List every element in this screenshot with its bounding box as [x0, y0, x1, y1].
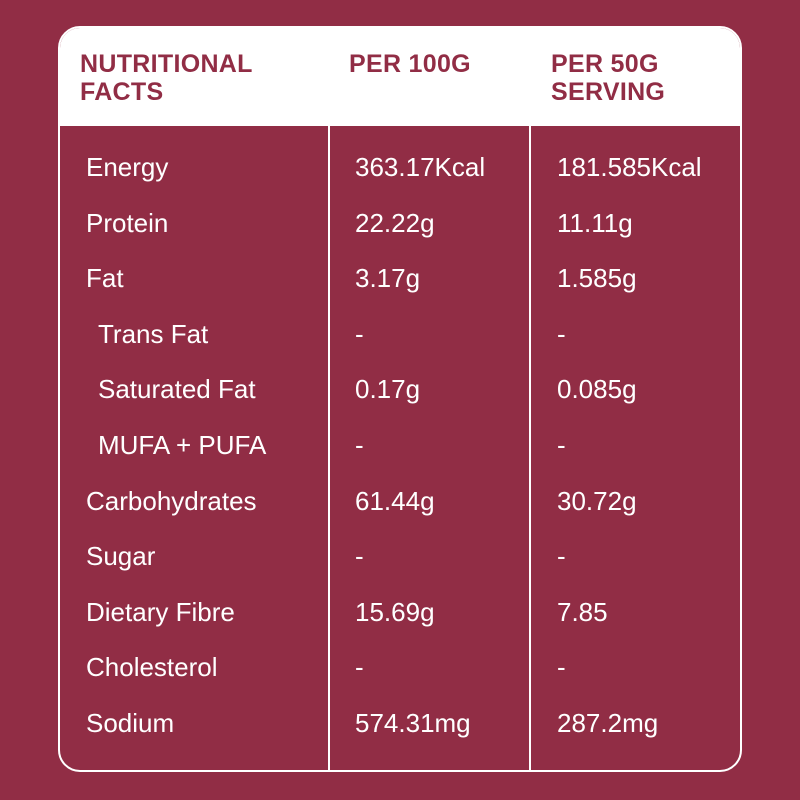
nutrient-value: 363.17Kcal — [355, 152, 486, 182]
nutrient-value: - — [355, 652, 364, 683]
nutrient-value: - — [355, 541, 364, 572]
nutrient-value: 1.585g — [557, 263, 637, 294]
column-divider — [529, 28, 531, 770]
header-cell: PER 50G SERVING — [551, 50, 665, 106]
nutrient-label: Protein — [86, 207, 169, 238]
nutrient-value: 3.17g — [355, 263, 421, 294]
nutrient-label: Fat — [86, 263, 124, 294]
table: NUTRITIONAL FACTS PER 100G PER 50G SERVING E… — [58, 26, 742, 772]
nutrient-value: - — [355, 430, 364, 460]
nutrient-value: - — [557, 652, 566, 683]
nutrient-value: 7.85 — [557, 596, 608, 627]
column-divider — [328, 28, 330, 770]
nutrient-value: 287.2mg — [557, 708, 659, 738]
nutrient-value: 181.585Kcal — [557, 152, 702, 182]
nutrient-label: Cholesterol — [86, 652, 218, 683]
nutrient-value: 574.31mg — [355, 708, 471, 738]
nutrient-value: 15.69g — [355, 596, 435, 627]
nutrient-value: 0.085g — [557, 374, 637, 405]
header-text: PER 100G — [349, 50, 471, 78]
header-text: PER 50G — [551, 50, 659, 78]
header-cell: NUTRITIONAL FACTS — [80, 50, 253, 106]
nutrient-value: 0.17g — [355, 374, 421, 405]
nutrient-label: Sodium — [86, 708, 175, 738]
table-header: NUTRITIONAL FACTS PER 100G PER 50G SERVING — [60, 28, 740, 126]
header-text: SERVING — [551, 78, 666, 106]
header-text: NUTRITIONAL — [80, 50, 253, 78]
nutrient-value: 30.72g — [557, 485, 637, 516]
nutrient-label: Trans Fat — [98, 318, 209, 349]
nutrient-label: Sugar — [86, 541, 156, 572]
nutrient-value: - — [557, 541, 566, 572]
nutrient-value: - — [355, 318, 364, 349]
nutrient-value: 11.11g — [557, 207, 633, 238]
header-text: FACTS — [80, 78, 164, 106]
nutrient-value: - — [557, 318, 566, 349]
header-cell: PER 100G — [349, 50, 471, 78]
nutrient-label: Energy — [86, 152, 169, 182]
nutrient-label: Carbohydrates — [86, 485, 257, 516]
nutrient-label: MUFA + PUFA — [98, 430, 267, 460]
nutrient-label: Dietary Fibre — [86, 596, 235, 627]
nutrient-value: - — [557, 430, 566, 460]
nutrient-value: 22.22g — [355, 207, 435, 238]
nutrient-value: 61.44g — [355, 485, 435, 516]
nutrient-label: Saturated Fat — [98, 374, 256, 405]
